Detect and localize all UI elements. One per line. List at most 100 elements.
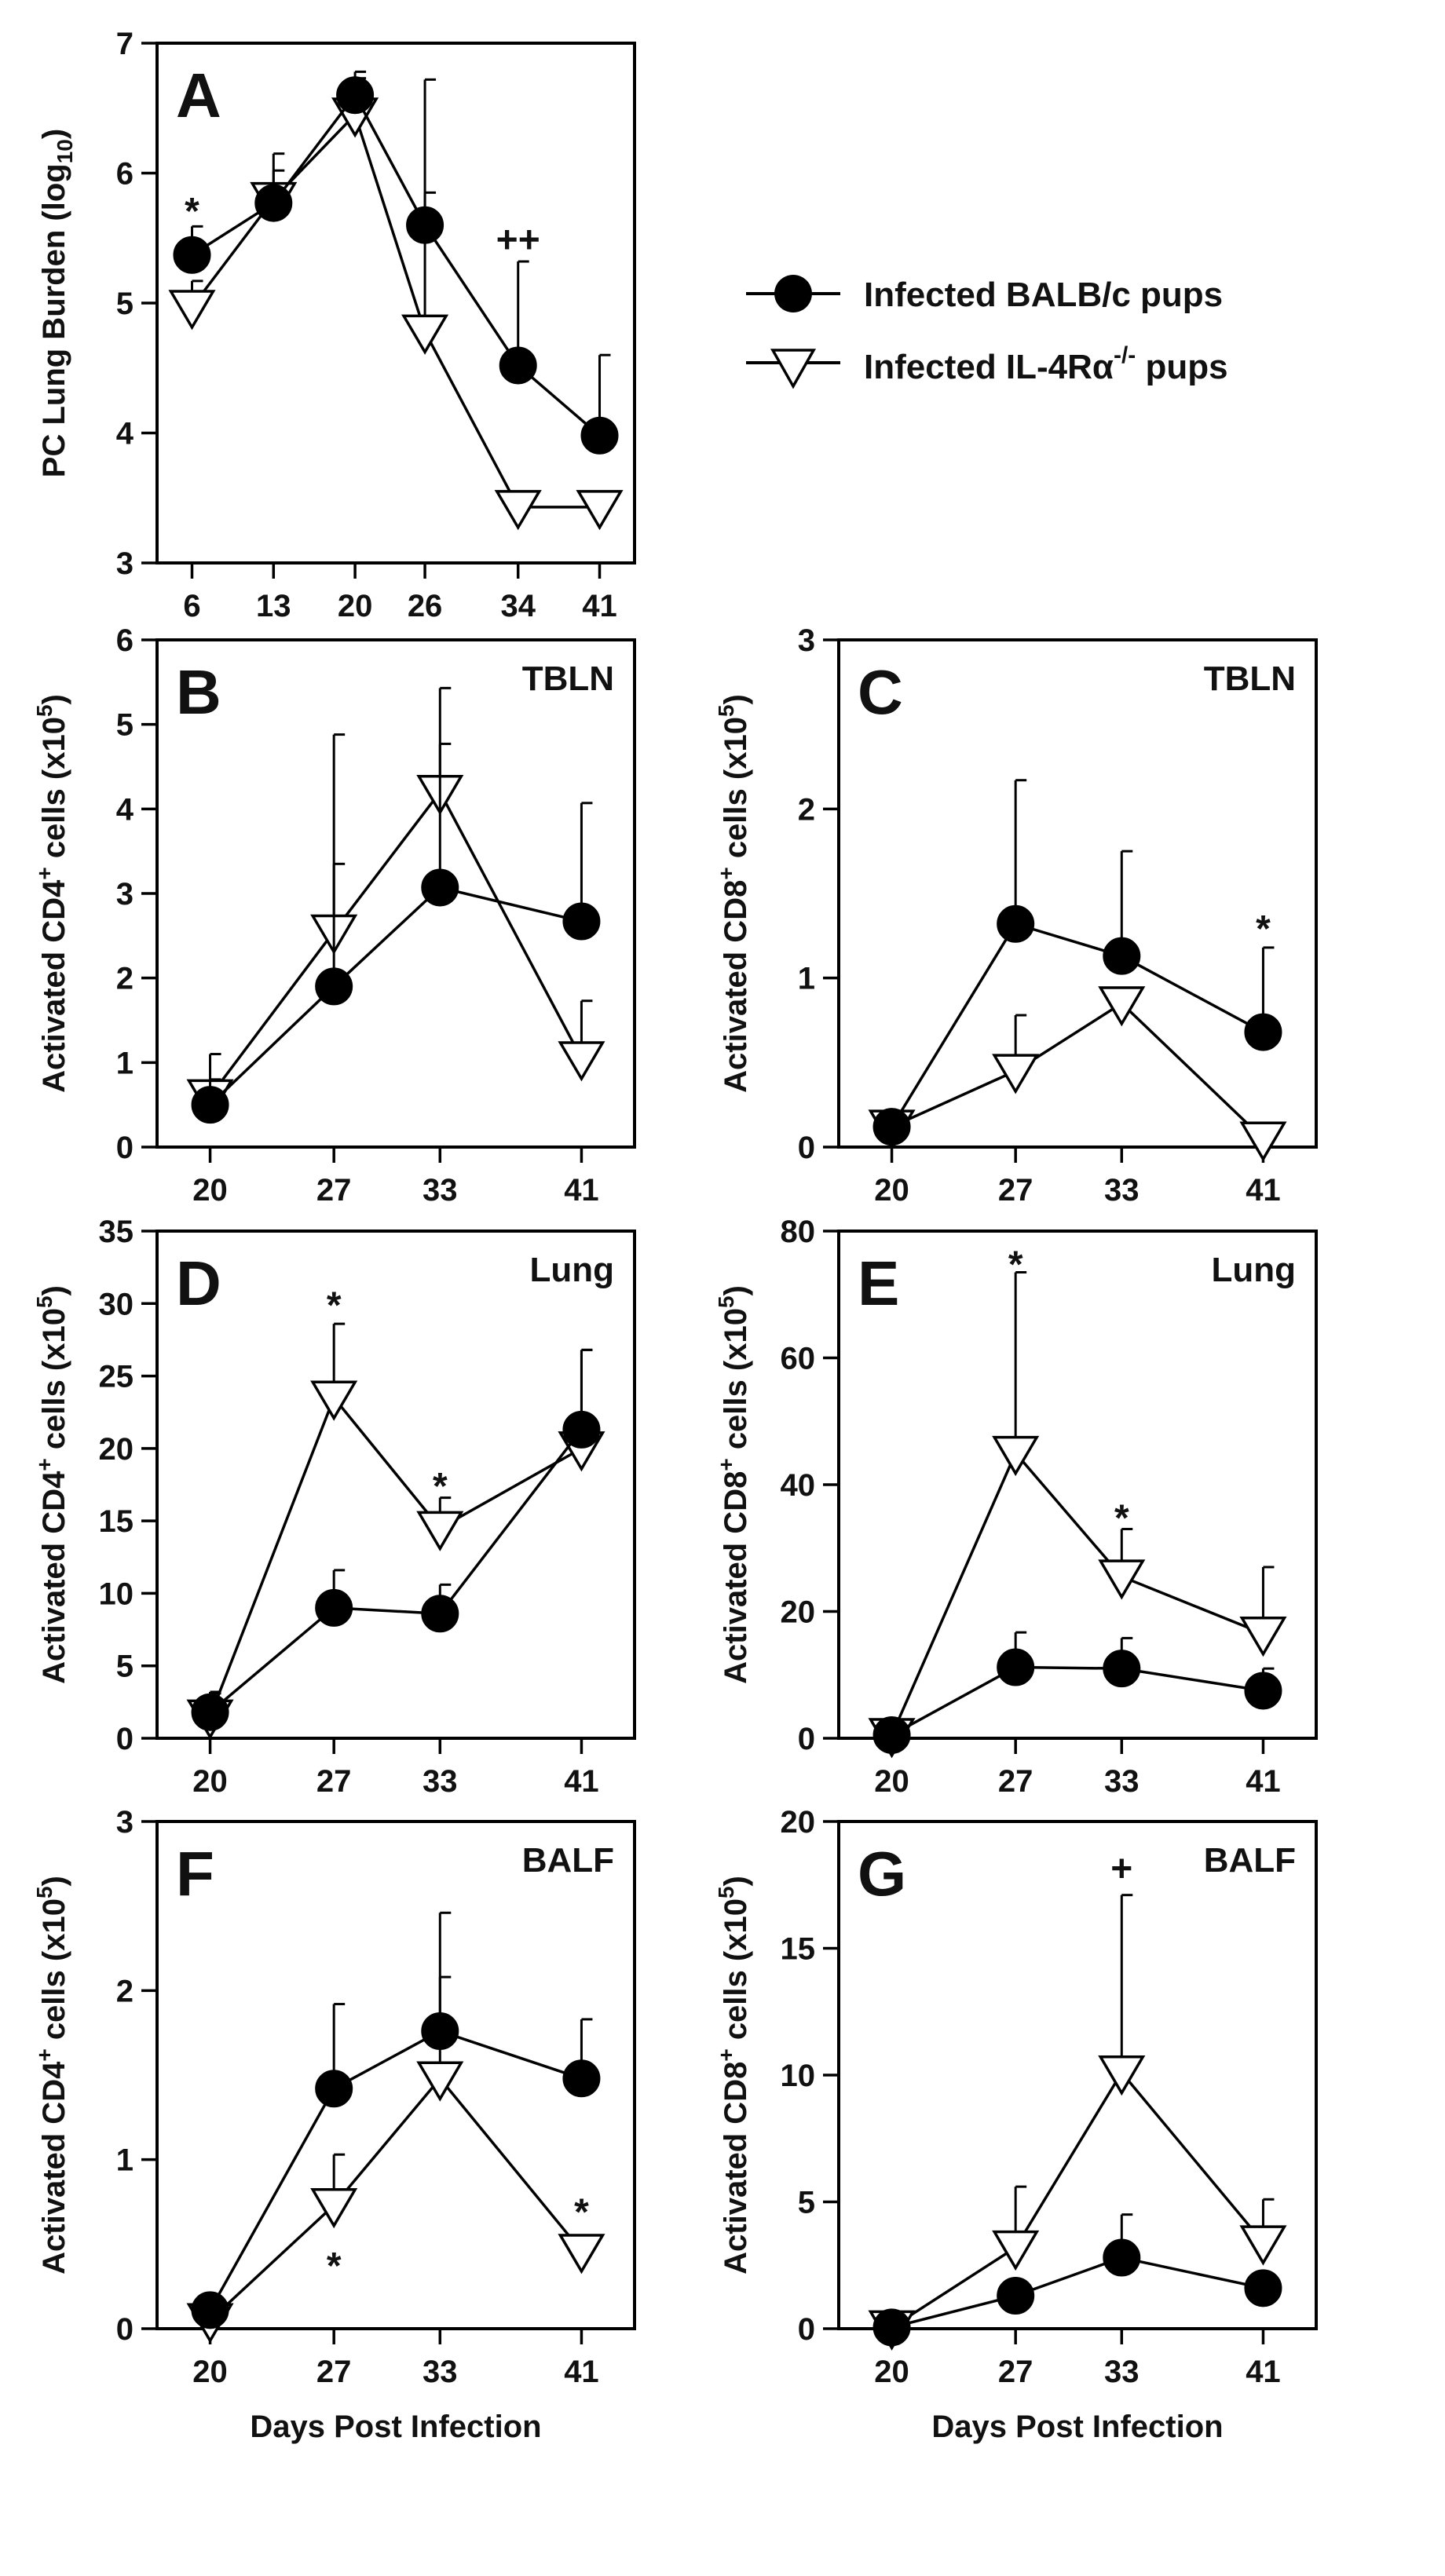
x-tick-label: 34 xyxy=(500,589,536,623)
y-tick-label: 5 xyxy=(116,708,134,743)
legend-entry-il4ra: Infected IL-4Rα-/- pups xyxy=(746,342,1228,389)
x-tick-label: 41 xyxy=(1246,1173,1281,1208)
y-tick-label: 20 xyxy=(99,1432,134,1467)
region-label: BALF xyxy=(1204,1841,1296,1880)
x-tick-label: 27 xyxy=(316,2355,352,2389)
legend-marker-triangle xyxy=(770,349,816,389)
data-point-triangle xyxy=(1098,2055,1146,2096)
data-point-circle xyxy=(1103,2238,1141,2277)
y-tick-label: 0 xyxy=(798,1722,815,1756)
y-axis-label-sup: + xyxy=(32,1458,57,1471)
data-point-triangle xyxy=(1239,1617,1287,1657)
x-tick-label: 27 xyxy=(316,1764,352,1799)
series-line xyxy=(891,922,1264,1128)
series-il4ra xyxy=(186,686,605,1120)
legend-label-balbc: Infected BALB/c pups xyxy=(864,276,1223,314)
y-tick-label: 5 xyxy=(798,2186,815,2220)
x-tick-label: 33 xyxy=(1104,1764,1140,1799)
data-point-triangle xyxy=(494,490,542,531)
x-tick-label: 41 xyxy=(564,1173,599,1208)
significance-mark: * xyxy=(574,2191,589,2233)
y-axis-label-end: ) xyxy=(719,1876,753,1886)
y-tick-label: 35 xyxy=(99,1215,134,1249)
data-point-circle xyxy=(421,2012,459,2051)
y-tick-label: 4 xyxy=(116,417,134,451)
series-balbc xyxy=(191,1911,601,2329)
y-axis-label-main: PC Lung Burden (log xyxy=(37,163,71,477)
data-point-triangle xyxy=(992,2230,1040,2271)
y-axis-label-suffix: cells (x10 xyxy=(719,1898,753,2048)
panel-frame xyxy=(837,1820,1318,2330)
series-line xyxy=(891,2070,1264,2329)
series-il4ra xyxy=(868,986,1287,1162)
y-axis-label-end: ) xyxy=(719,1285,753,1295)
data-point-triangle xyxy=(310,1380,358,1421)
data-point-circle xyxy=(499,346,537,385)
y-axis-label-main: Activated CD8 xyxy=(719,1471,753,1684)
data-point-circle xyxy=(191,1693,229,1731)
y-tick-label: 3 xyxy=(798,623,815,658)
data-point-circle xyxy=(997,904,1035,943)
data-point-circle xyxy=(173,236,211,274)
series-line xyxy=(209,2076,583,2322)
y-axis-label-sup2: 5 xyxy=(32,704,57,717)
y-tick-label: 0 xyxy=(116,1722,134,1756)
legend-entry-balbc: Infected BALB/c pups xyxy=(746,275,1223,314)
series-balbc xyxy=(191,1348,601,1731)
data-point-triangle xyxy=(416,1511,464,1551)
x-tick-label: 20 xyxy=(338,589,373,623)
panel-label: D xyxy=(176,1248,221,1318)
x-tick-label: 27 xyxy=(998,1173,1033,1208)
series-balbc xyxy=(872,779,1282,1146)
y-axis-label-suffix: cells (x10 xyxy=(719,717,753,867)
y-tick-label: 10 xyxy=(781,2059,816,2093)
series-balbc xyxy=(173,70,619,455)
y-tick-label: 6 xyxy=(116,157,134,192)
data-point-circle xyxy=(1103,1650,1141,1688)
region-label: Lung xyxy=(1211,1251,1296,1289)
y-tick-label: 7 xyxy=(116,27,134,61)
x-axis-label: Days Post Infection xyxy=(250,2410,541,2444)
data-point-circle xyxy=(997,1648,1035,1686)
y-axis-label-main: Activated CD8 xyxy=(719,2062,753,2275)
y-tick-label: 2 xyxy=(116,962,134,996)
series-line xyxy=(209,2030,582,2311)
data-point-circle xyxy=(191,2291,229,2329)
y-axis-label-main: Activated CD8 xyxy=(719,880,753,1093)
y-tick-label: 10 xyxy=(99,1577,134,1611)
data-point-circle xyxy=(406,206,444,244)
y-tick-label: 15 xyxy=(781,1932,816,1967)
y-axis-label: Activated CD4+ cells (x105) xyxy=(32,694,71,1093)
panel-label: E xyxy=(858,1248,899,1318)
y-tick-label: 6 xyxy=(116,623,134,658)
y-tick-label: 1 xyxy=(798,962,815,996)
y-axis-label-end: ) xyxy=(37,1285,71,1295)
y-axis-label-sup: + xyxy=(714,867,738,879)
y-tick-label: 3 xyxy=(116,877,134,912)
data-point-circle xyxy=(580,416,619,455)
data-point-circle xyxy=(562,902,601,941)
data-point-circle xyxy=(421,1595,459,1633)
y-axis-label: Activated CD4+ cells (x105) xyxy=(32,1285,71,1684)
y-tick-label: 60 xyxy=(781,1342,816,1376)
y-axis-label-end: ) xyxy=(719,694,753,704)
data-point-circle xyxy=(872,1108,911,1146)
data-point-circle xyxy=(1244,1013,1282,1051)
y-tick-label: 80 xyxy=(781,1215,816,1249)
series-line xyxy=(208,1394,583,1717)
legend-label-il4ra-sup: -/- xyxy=(1114,342,1136,368)
x-tick-label: 33 xyxy=(1104,2355,1140,2389)
series-line xyxy=(891,1001,1264,1140)
x-axis-label: Days Post Infection xyxy=(931,2410,1223,2444)
significance-mark: * xyxy=(1114,1497,1129,1539)
data-point-circle xyxy=(872,1716,911,1754)
x-tick-label: 33 xyxy=(423,1764,458,1799)
region-label: BALF xyxy=(522,1841,614,1880)
x-tick-label: 20 xyxy=(874,1173,909,1208)
y-axis-label-main: Activated CD4 xyxy=(37,879,71,1093)
y-axis-label-sup2: 5 xyxy=(32,1295,57,1308)
data-point-triangle xyxy=(992,1054,1040,1094)
data-point-circle xyxy=(336,76,375,115)
x-tick-label: 20 xyxy=(192,1764,228,1799)
legend-label-il4ra-suffix: pups xyxy=(1136,348,1227,386)
